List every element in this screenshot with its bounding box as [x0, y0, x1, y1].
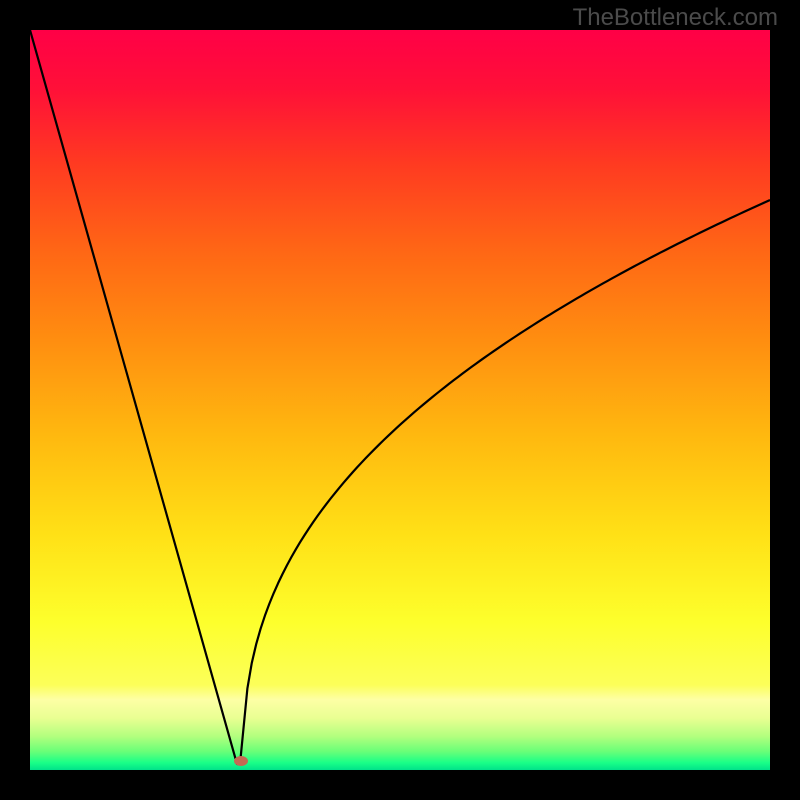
- chart-frame: TheBottleneck.com: [0, 0, 800, 800]
- watermark-text: TheBottleneck.com: [573, 4, 778, 32]
- plot-background: [30, 30, 770, 770]
- minimum-marker: [234, 756, 248, 766]
- bottleneck-plot: [30, 30, 770, 770]
